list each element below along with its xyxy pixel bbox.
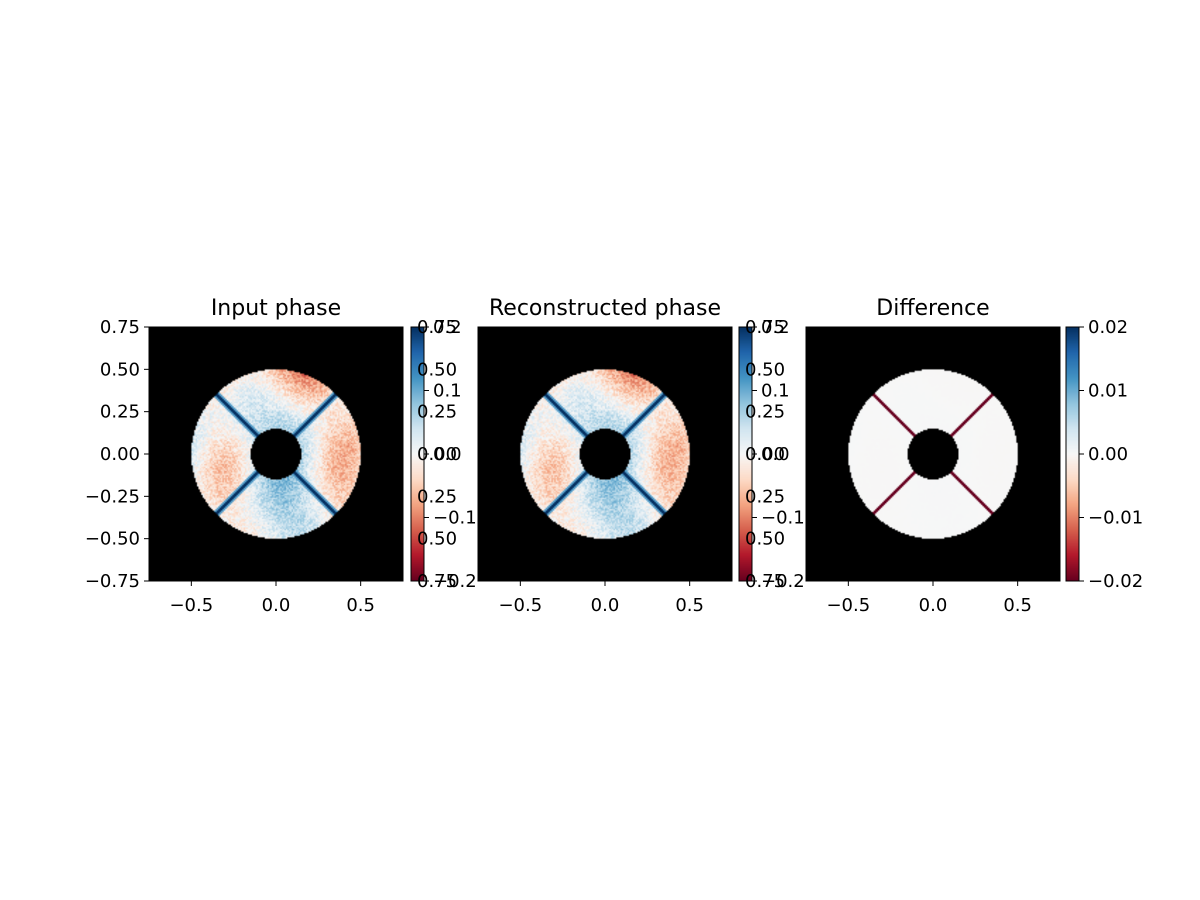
colorbar-tick-label: 0.0 <box>761 444 790 465</box>
colorbar-tick-label: −0.01 <box>1088 508 1143 529</box>
overlapping-axis-label: 0.25 <box>745 486 785 507</box>
colorbar-ticks-reconstructed-phase: 0.20.10.0−0.1−0.20.750.500.250.000.250.5… <box>745 317 805 592</box>
y-tick-label: 0.50 <box>100 359 140 380</box>
colorbar-tick-label: 0.2 <box>433 317 462 338</box>
overlapping-axis-label: 0.25 <box>745 402 785 423</box>
heatmap-input-phase <box>149 327 403 581</box>
panel-reconstructed-phase: Reconstructed phase −0.5 0.0 0.5 0.2 0.1 0.0… <box>477 296 805 616</box>
x-tick-label: 0.5 <box>346 595 375 616</box>
colorbar-ticks-input-phase: 0.20.10.0−0.1−0.20.750.500.250.000.250.5… <box>417 317 477 592</box>
colorbar-tick-label: 0.1 <box>433 381 462 402</box>
colorbar-tick-label: −0.1 <box>433 508 477 529</box>
title-reconstructed-phase: Reconstructed phase <box>489 296 721 321</box>
overlapping-axis-label: 0.00 <box>417 444 457 465</box>
overlapping-axis-label: 0.00 <box>745 444 785 465</box>
x-tick-label: 0.5 <box>1003 595 1032 616</box>
x-ticks-difference: −0.5 0.0 0.5 <box>826 581 1032 616</box>
colorbar-tick-label: 0.02 <box>1088 317 1128 338</box>
overlapping-axis-label: 0.25 <box>417 486 457 507</box>
heatmap-reconstructed-phase <box>478 327 732 581</box>
x-ticks-input-phase: −0.5 0.0 0.5 <box>169 581 375 616</box>
colorbar-tick-label: 0.2 <box>761 317 790 338</box>
title-input-phase: Input phase <box>211 296 341 321</box>
colorbar-tick-label: −0.02 <box>1088 571 1143 592</box>
overlapping-axis-label: 0.75 <box>417 317 457 338</box>
y-tick-label: −0.75 <box>85 571 140 592</box>
heatmap-difference <box>806 327 1060 581</box>
overlapping-axis-label: 0.75 <box>417 571 457 592</box>
overlapping-axis-label: 0.50 <box>745 359 785 380</box>
x-ticks-reconstructed-phase: −0.5 0.0 0.5 <box>498 581 704 616</box>
panel-input-phase: Input phase −0.5 0.0 0.5 0.75 0.50 0.25 0.00 −… <box>85 296 477 616</box>
x-tick-label: 0.5 <box>675 595 704 616</box>
overlapping-axis-label: 0.25 <box>417 402 457 423</box>
overlapping-axis-label: 0.75 <box>745 571 785 592</box>
overlapping-axis-label: 0.50 <box>745 529 785 550</box>
x-tick-label: 0.0 <box>591 595 620 616</box>
panel-difference: Difference −0.5 0.0 0.5 0.02 0.01 0.00 −0.01 −… <box>805 296 1143 616</box>
colorbar-input-phase <box>411 327 424 581</box>
colorbar-difference <box>1066 327 1079 581</box>
overlapping-axis-label: 0.50 <box>417 359 457 380</box>
colorbar-tick-label: 0.1 <box>761 381 790 402</box>
x-tick-label: −0.5 <box>498 595 542 616</box>
y-tick-label: −0.50 <box>85 529 140 550</box>
colorbar-reconstructed-phase <box>739 327 752 581</box>
y-tick-label: 0.00 <box>100 444 140 465</box>
x-tick-label: −0.5 <box>169 595 213 616</box>
overlapping-axis-label: 0.75 <box>745 317 785 338</box>
y-ticks-input-phase: 0.75 0.50 0.25 0.00 −0.25 −0.50 −0.75 <box>85 317 149 592</box>
x-tick-label: 0.0 <box>919 595 948 616</box>
colorbar-ticks-difference: 0.02 0.01 0.00 −0.01 −0.02 <box>1079 317 1143 592</box>
overlapping-axis-label: 0.50 <box>417 529 457 550</box>
colorbar-tick-label: −0.2 <box>761 571 805 592</box>
y-tick-label: −0.25 <box>85 486 140 507</box>
colorbar-tick-label: 0.00 <box>1088 444 1128 465</box>
x-tick-label: −0.5 <box>826 595 870 616</box>
x-tick-label: 0.0 <box>262 595 291 616</box>
colorbar-tick-label: −0.1 <box>761 508 805 529</box>
y-tick-label: 0.75 <box>100 317 140 338</box>
colorbar-tick-label: −0.2 <box>433 571 477 592</box>
title-difference: Difference <box>876 296 989 321</box>
y-tick-label: 0.25 <box>100 402 140 423</box>
colorbar-tick-label: 0.0 <box>433 444 462 465</box>
colorbar-tick-label: 0.01 <box>1088 381 1128 402</box>
